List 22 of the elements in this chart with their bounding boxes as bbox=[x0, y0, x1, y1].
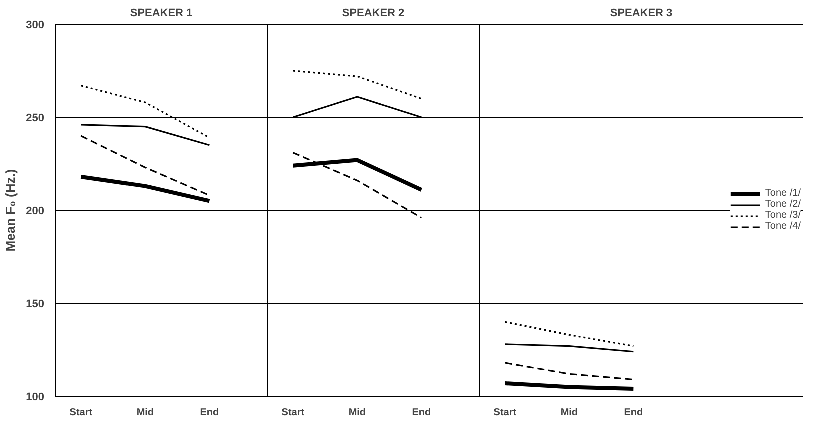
x-tick-label: Start bbox=[70, 408, 94, 418]
chart-title: SPEAKER 1 bbox=[130, 8, 193, 20]
y-tick-label: 300 bbox=[26, 20, 45, 32]
y-tick-label: 150 bbox=[26, 298, 45, 310]
x-tick-label: End bbox=[624, 408, 644, 418]
chart-title: SPEAKER 3 bbox=[610, 8, 673, 20]
y-tick-label: 200 bbox=[26, 206, 45, 218]
legend-label: Tone /2/ bbox=[765, 199, 801, 210]
legend-label: Tone /4/ bbox=[765, 221, 801, 232]
x-tick-label: End bbox=[412, 408, 432, 418]
y-axis-title: Mean F₀ (Hz.) bbox=[3, 169, 18, 252]
y-tick-label: 250 bbox=[26, 112, 45, 124]
x-tick-label: End bbox=[200, 408, 220, 418]
x-tick-label: Mid bbox=[136, 408, 154, 418]
x-tick-label: Start bbox=[282, 408, 306, 418]
x-tick-label: Mid bbox=[560, 408, 578, 418]
legend-label: Tone /3/ bbox=[765, 210, 801, 221]
chart-title: SPEAKER 2 bbox=[342, 8, 405, 20]
x-tick-label: Mid bbox=[348, 408, 366, 418]
legend-label: Tone /1/ bbox=[765, 188, 801, 199]
y-tick-label: 100 bbox=[26, 392, 45, 404]
x-tick-label: Start bbox=[494, 408, 518, 418]
